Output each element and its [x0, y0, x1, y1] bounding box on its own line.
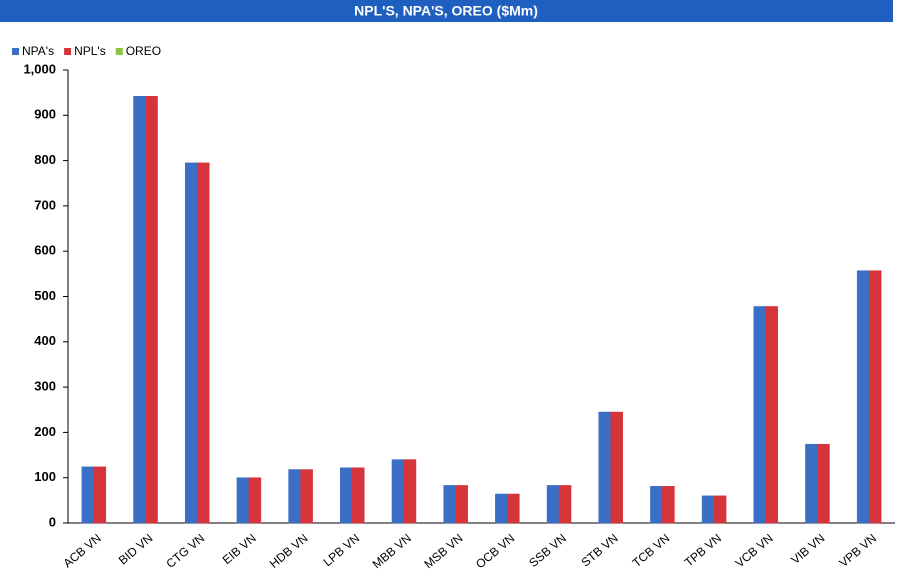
y-tick-label: 300 — [34, 379, 56, 394]
bar — [443, 485, 456, 524]
y-tick-label: 900 — [34, 107, 56, 122]
bar — [236, 477, 250, 524]
legend-swatch — [12, 48, 19, 55]
bar — [868, 270, 882, 524]
x-tick-label: ACB VN — [61, 531, 104, 570]
y-tick-label: 1,000 — [23, 61, 56, 76]
x-tick-label: SSB VN — [526, 531, 569, 570]
x-tick-label: OCB VN — [473, 531, 517, 571]
bar — [598, 411, 611, 524]
y-tick-label: 100 — [34, 469, 56, 484]
legend-label: NPL's — [74, 44, 106, 58]
x-tick-label: TCB VN — [630, 531, 673, 570]
x-tick-label: CTG VN — [163, 531, 207, 571]
bar — [196, 162, 210, 524]
bar — [352, 467, 365, 524]
legend-swatch — [64, 48, 72, 55]
bar — [145, 96, 158, 524]
x-tick-label: VPB VN — [836, 531, 879, 570]
bar — [701, 495, 715, 524]
bar — [133, 96, 146, 524]
y-tick-label: 500 — [34, 288, 56, 303]
x-tick-label: MBB VN — [370, 531, 414, 571]
bar — [495, 493, 508, 524]
bar — [184, 162, 198, 524]
x-tick-label: VCB VN — [733, 531, 776, 570]
bar — [507, 493, 520, 524]
y-tick-label: 400 — [34, 333, 56, 348]
title-bar — [0, 0, 893, 22]
legend-label: OREO — [126, 44, 161, 58]
y-tick-label: 600 — [34, 243, 56, 258]
bar — [856, 270, 870, 524]
bar — [93, 466, 107, 524]
x-tick-label: LPB VN — [321, 531, 363, 569]
bar — [546, 485, 560, 524]
y-tick-label: 800 — [34, 152, 56, 167]
bar — [817, 443, 830, 524]
bar — [765, 306, 779, 524]
x-tick-label: STB VN — [578, 531, 620, 570]
y-tick-label: 700 — [34, 197, 56, 212]
y-tick-label: 0 — [49, 514, 56, 529]
bar — [403, 459, 417, 524]
x-tick-label: HDB VN — [267, 531, 311, 571]
bar — [650, 486, 663, 524]
bar — [713, 495, 727, 524]
bar — [753, 306, 767, 524]
bar — [610, 411, 623, 524]
bar — [662, 486, 675, 524]
bar — [81, 466, 95, 524]
x-tick-label: VIB VN — [788, 531, 827, 567]
legend-swatch — [115, 48, 123, 55]
chart-title: NPL'S, NPA'S, OREO ($Mm) — [354, 3, 538, 19]
y-tick-label: 200 — [34, 424, 56, 439]
bar — [455, 485, 468, 524]
x-tick-label: EIB VN — [220, 531, 259, 567]
bar — [558, 485, 572, 524]
bar — [340, 467, 353, 524]
bar — [288, 469, 301, 524]
x-tick-label: TPB VN — [682, 531, 724, 570]
bar — [805, 443, 818, 524]
x-tick-label: MSB VN — [421, 531, 465, 571]
bar — [391, 459, 405, 524]
legend-label: NPA's — [22, 44, 54, 58]
bar — [300, 469, 313, 524]
bar — [248, 477, 262, 524]
x-tick-label: BID VN — [116, 531, 156, 567]
